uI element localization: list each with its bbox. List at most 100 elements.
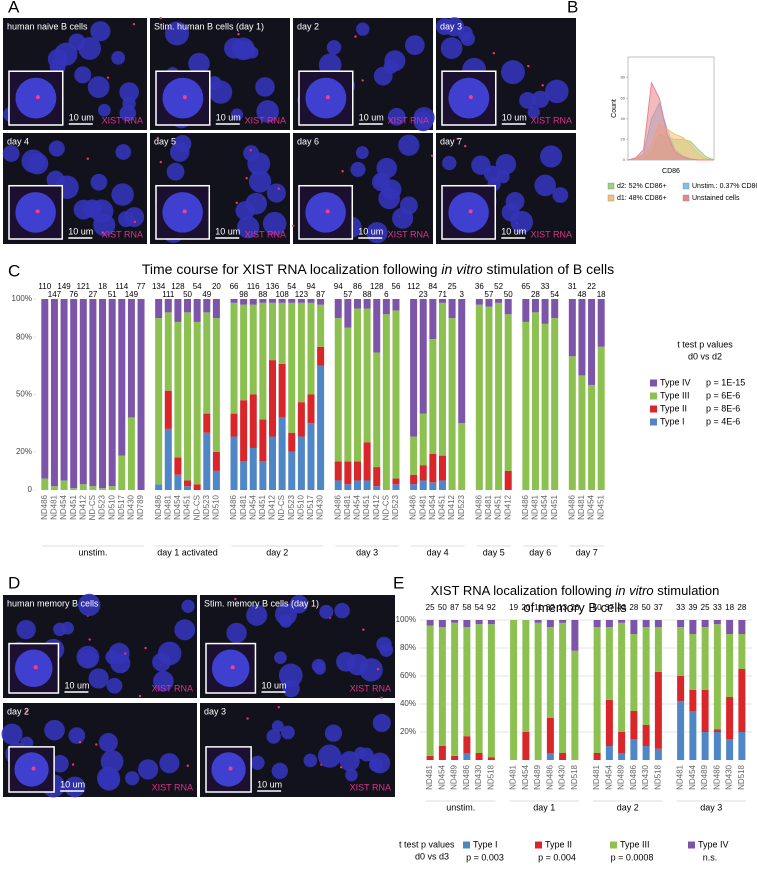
scale-label: 10 um [69, 112, 94, 122]
nucleus [534, 174, 556, 197]
x-tick-label: ND430 [474, 764, 483, 789]
count-label: 50 [642, 603, 651, 612]
bar-segment [382, 314, 390, 490]
bar-segment [654, 620, 662, 627]
nucleus [105, 649, 120, 665]
x-tick-label: ND523 [287, 494, 296, 519]
group-label: unstim. [78, 547, 107, 557]
x-tick-label: ND523 [457, 494, 466, 519]
rna-signal [362, 628, 365, 631]
bar-segment [738, 669, 746, 732]
x-tick-label: ND523 [98, 494, 107, 519]
panel-label: B [567, 0, 578, 16]
bar-segment [438, 627, 446, 746]
count-label: 54 [287, 282, 296, 291]
stain-label: XIST RNA [531, 115, 572, 125]
y-tick-label: 20% [16, 447, 32, 456]
bar-segment [593, 627, 601, 753]
x-tick-label: ND430 [641, 764, 650, 789]
bar-segment [297, 436, 305, 490]
count-label: 76 [69, 290, 78, 299]
inset-nucleus [305, 192, 346, 233]
bar-segment [410, 299, 418, 437]
nucleus [405, 35, 425, 56]
bar-segment [605, 627, 613, 700]
inset-nucleus [14, 649, 53, 688]
bar-segment [726, 620, 734, 634]
y-tick-label: 40 [621, 116, 626, 121]
bar-segment [392, 310, 400, 479]
bar-segment [230, 302, 238, 414]
bar-segment [593, 620, 601, 627]
nucleus [1, 723, 23, 745]
x-tick-label: ND481 [592, 764, 601, 789]
inset-nucleus [15, 192, 56, 233]
bar-segment [438, 480, 446, 490]
bar-segment [597, 299, 605, 347]
legend-label: Type IV [698, 839, 729, 849]
bar-segment [50, 299, 58, 487]
nucleus [98, 732, 118, 753]
x-tick-label: ND518 [737, 764, 746, 789]
inset-rna [325, 209, 330, 214]
chart-title: of memory B cells [523, 600, 627, 615]
bar-segment [559, 622, 567, 753]
bar-segment [317, 304, 325, 347]
x-tick-label: ND510 [296, 494, 305, 519]
bar-segment [485, 306, 493, 490]
scale-label: 10 um [215, 226, 240, 236]
nucleus [152, 652, 171, 672]
bar-segment [203, 299, 211, 313]
micrograph: 10 um XIST RNA day 2 [1, 703, 197, 798]
nucleus [374, 175, 387, 188]
stain-label: XIST RNA [152, 782, 193, 792]
bar-segment [419, 480, 427, 490]
nucleus [378, 187, 401, 210]
bar-segment [127, 417, 135, 490]
bar-segment [203, 413, 211, 433]
nucleus [256, 100, 279, 123]
nucleus [97, 103, 111, 117]
count-label: 65 [521, 282, 530, 291]
nucleus [51, 754, 69, 773]
count-label: 111 [162, 290, 175, 299]
bar-segment [70, 488, 78, 490]
bar-segment [701, 627, 709, 690]
bar-segment [249, 394, 257, 448]
rna-signal [95, 743, 98, 746]
bar-segment [605, 620, 613, 627]
bar-segment [184, 480, 192, 487]
x-tick-label: ND451 [69, 494, 78, 519]
bar-segment [212, 299, 220, 319]
nucleus [68, 727, 86, 744]
bar-segment [534, 620, 542, 623]
nucleus [61, 621, 74, 635]
count-label: 121 [77, 282, 91, 291]
nucleus [247, 152, 271, 176]
bar-segment [344, 299, 352, 328]
micrograph: 10 um XIST RNA human naive B cells [3, 18, 147, 130]
nucleus [336, 652, 356, 672]
bar-segment [99, 299, 107, 489]
x-tick-label: ND518 [486, 764, 495, 789]
bar-segment [174, 474, 182, 490]
inset-nucleus [448, 192, 489, 233]
micrograph-label: day 6 [297, 136, 319, 146]
rna-signal [341, 170, 344, 173]
legend-swatch [650, 418, 657, 426]
count-label: 3 [459, 290, 464, 299]
group-label: day 1 activated [157, 547, 218, 557]
bar-segment [164, 390, 172, 429]
y-axis-label: Count [611, 99, 618, 118]
legend-swatch [650, 392, 657, 400]
inset-rna [35, 95, 40, 100]
nucleus [369, 752, 391, 774]
bar-segment [307, 299, 315, 303]
bar-segment [70, 299, 78, 489]
nucleus [440, 37, 463, 59]
legend-swatch [607, 182, 615, 190]
bar-segment [249, 447, 257, 490]
inset-rna [182, 209, 187, 214]
nucleus [436, 18, 453, 36]
title-part: of memory B cells [523, 600, 627, 615]
